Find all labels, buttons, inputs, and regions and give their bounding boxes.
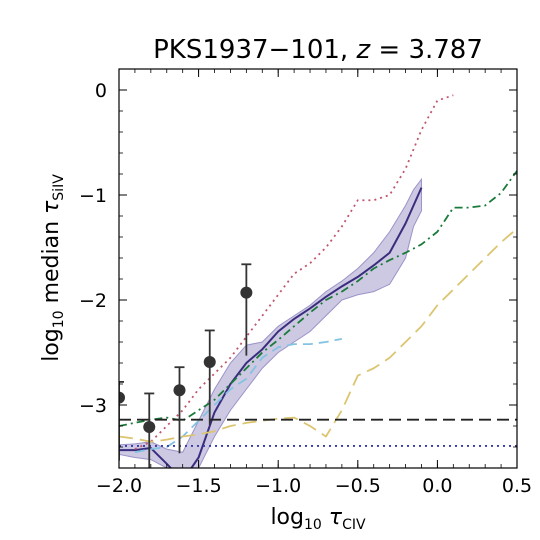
x-tick-label: 0.0 [422, 475, 452, 497]
x-tick-label: −2.0 [96, 475, 142, 497]
x-tick-label: −0.5 [335, 475, 381, 497]
x-tick-label: −1.0 [255, 475, 301, 497]
y-axis-label: log10 median τSiIV [39, 174, 67, 362]
confidence-band [119, 177, 422, 468]
data-point [203, 355, 216, 368]
y-tick-label: −3 [79, 395, 107, 417]
chart-title: PKS1937−101, z = 3.787 [153, 35, 483, 65]
y-tick-label: −1 [79, 185, 107, 207]
series-line-4 [119, 227, 517, 443]
plot-frame [118, 68, 518, 469]
data-point [240, 286, 253, 299]
series-line-3 [134, 337, 343, 454]
data-point [173, 384, 186, 397]
y-tick-label: −2 [79, 290, 107, 312]
x-tick-label: −1.5 [176, 475, 222, 497]
series-line-1 [119, 170, 517, 427]
data-point [143, 421, 156, 434]
series-line-2 [134, 94, 454, 450]
x-axis-label: log10 τCIV [270, 505, 366, 533]
series-line-0 [119, 187, 423, 468]
plot-area [119, 94, 517, 468]
x-tick-label: 0.5 [502, 475, 532, 497]
data-point [119, 391, 125, 404]
axes: −2.0 −1.5 −1.0 −0.5 0.0 0.5 0 −1 −2 −3 [79, 68, 532, 497]
y-tick-label: 0 [95, 80, 107, 102]
